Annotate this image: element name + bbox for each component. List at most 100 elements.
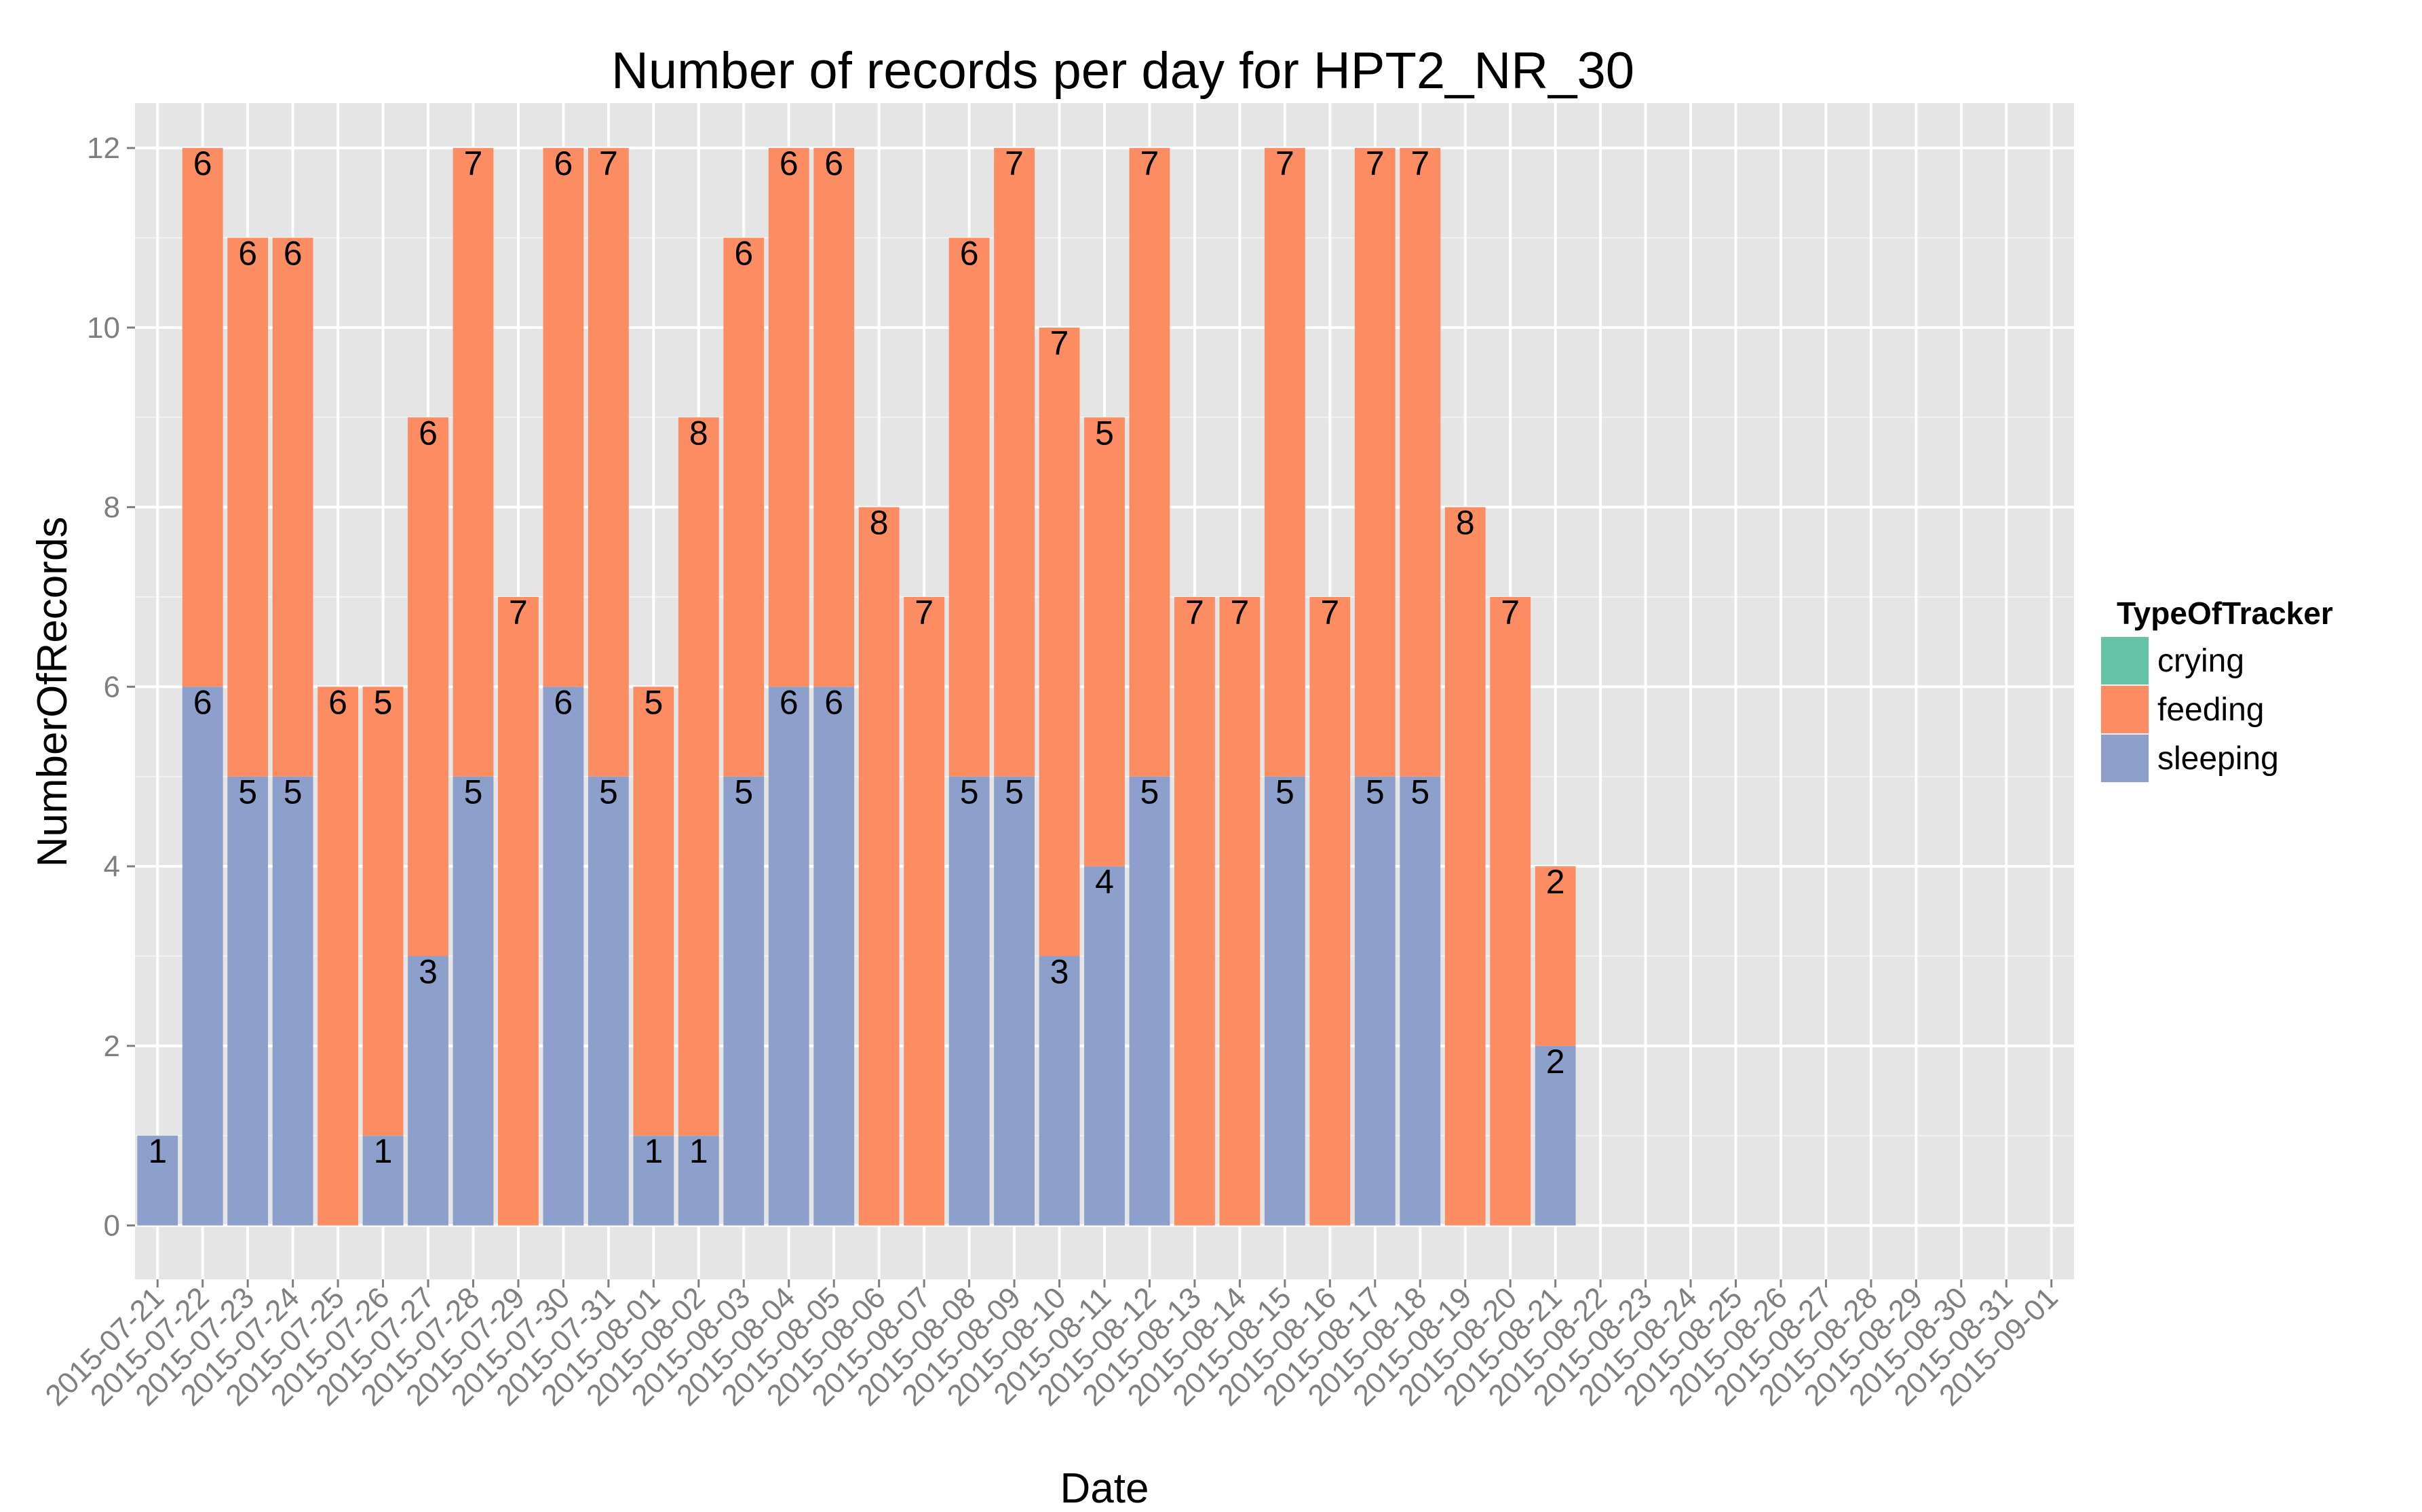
bar-value-label: 6 xyxy=(193,144,212,182)
bar-segment-sleeping xyxy=(994,776,1035,1226)
bar-value-label: 5 xyxy=(1095,414,1114,452)
bar-segment-sleeping xyxy=(408,956,448,1226)
bar-segment-feeding xyxy=(948,237,990,777)
bar-value-label: 3 xyxy=(419,952,438,990)
bar-segment-feeding xyxy=(408,417,448,956)
bar-segment-feeding xyxy=(453,148,494,777)
bar-value-label: 7 xyxy=(1410,144,1429,182)
bar-segment-sleeping xyxy=(1264,776,1305,1226)
bar-value-label: 8 xyxy=(689,414,708,452)
bar-value-label: 7 xyxy=(1230,594,1249,632)
bar-segment-sleeping xyxy=(227,776,269,1226)
bar-segment-feeding xyxy=(318,686,359,1226)
bar-value-label: 8 xyxy=(1456,504,1475,542)
legend-label-feeding: feeding xyxy=(2157,692,2264,728)
bar-value-label: 6 xyxy=(284,235,303,273)
bar-value-label: 6 xyxy=(419,414,438,452)
bar-value-label: 6 xyxy=(554,144,573,182)
bar-segment-feeding xyxy=(723,237,765,777)
bars-layer xyxy=(137,148,1576,1226)
bar-segment-feeding xyxy=(994,148,1035,777)
bar-segment-sleeping xyxy=(362,1136,404,1226)
bar-value-label: 7 xyxy=(1050,324,1069,362)
bar-value-label: 6 xyxy=(960,235,979,273)
bar-segment-sleeping xyxy=(723,776,765,1226)
bar-segment-sleeping xyxy=(182,686,223,1226)
bar-value-label: 6 xyxy=(328,683,347,721)
bar-value-label: 4 xyxy=(1095,863,1114,901)
y-tick-label: 8 xyxy=(104,491,120,524)
legend-swatch-sleeping xyxy=(2101,735,2149,782)
y-tick-label: 6 xyxy=(104,670,120,703)
bar-value-label: 5 xyxy=(1140,773,1159,811)
bar-segment-sleeping xyxy=(768,686,809,1226)
bar-segment-feeding xyxy=(813,148,855,687)
bar-segment-sleeping xyxy=(813,686,855,1226)
bar-value-label: 2 xyxy=(1546,1043,1565,1081)
bar-segment-feeding xyxy=(858,507,900,1226)
bar-value-label: 7 xyxy=(1275,144,1294,182)
bar-value-label: 3 xyxy=(1050,952,1069,990)
y-axis: 0 2 4 6 8 10 12 xyxy=(87,132,135,1243)
legend-swatch-feeding xyxy=(2101,686,2149,733)
bar-segment-feeding xyxy=(272,237,313,777)
bar-value-label: 5 xyxy=(1275,773,1294,811)
bar-value-label: 6 xyxy=(780,144,799,182)
bar-segment-sleeping xyxy=(1354,776,1396,1226)
bar-value-label: 5 xyxy=(960,773,979,811)
bar-segment-feeding xyxy=(588,148,629,777)
bar-value-label: 7 xyxy=(509,594,528,632)
bar-value-label: 7 xyxy=(1320,594,1339,632)
bar-value-label: 7 xyxy=(1185,594,1204,632)
bar-value-label: 1 xyxy=(148,1132,167,1170)
bar-segment-sleeping xyxy=(137,1136,178,1226)
bar-segment-feeding xyxy=(768,148,809,687)
bar-segment-feeding xyxy=(227,237,269,777)
bar-value-label: 6 xyxy=(824,683,843,721)
bar-labels-layer: 1665656615365776657151856666687565737455… xyxy=(148,144,1564,1170)
bar-segment-sleeping xyxy=(543,686,584,1226)
bar-segment-sleeping xyxy=(948,776,990,1226)
bar-value-label: 6 xyxy=(238,235,257,273)
legend-swatch-crying xyxy=(2101,637,2149,684)
bar-value-label: 6 xyxy=(193,683,212,721)
bar-value-label: 7 xyxy=(1501,594,1520,632)
bar-value-label: 5 xyxy=(734,773,753,811)
legend: TypeOfTracker crying feeding sleeping xyxy=(2100,596,2333,783)
bar-value-label: 1 xyxy=(644,1132,663,1170)
bar-value-label: 5 xyxy=(599,773,618,811)
bar-value-label: 5 xyxy=(374,683,393,721)
bar-value-label: 5 xyxy=(464,773,483,811)
bar-segment-sleeping xyxy=(453,776,494,1226)
bar-segment-feeding xyxy=(182,148,223,687)
bar-value-label: 7 xyxy=(1366,144,1385,182)
bar-value-label: 7 xyxy=(1140,144,1159,182)
y-tick-label: 4 xyxy=(104,850,120,883)
bar-segment-feeding xyxy=(1174,597,1215,1226)
bar-segment-feeding xyxy=(1129,148,1170,777)
bar-segment-feeding xyxy=(1354,148,1396,777)
bar-value-label: 5 xyxy=(1410,773,1429,811)
bar-segment-feeding xyxy=(678,417,719,1136)
bar-segment-sleeping xyxy=(1039,956,1080,1226)
bar-segment-feeding xyxy=(904,597,945,1226)
bar-value-label: 6 xyxy=(554,683,573,721)
bar-segment-feeding xyxy=(362,686,404,1136)
bar-value-label: 2 xyxy=(1546,863,1565,901)
legend-label-sleeping: sleeping xyxy=(2157,741,2279,777)
bar-value-label: 5 xyxy=(238,773,257,811)
bar-value-label: 5 xyxy=(644,683,663,721)
chart-title: Number of records per day for HPT2_NR_30 xyxy=(611,42,1634,100)
legend-title: TypeOfTracker xyxy=(2117,596,2333,631)
bar-value-label: 7 xyxy=(599,144,618,182)
bar-segment-feeding xyxy=(1084,417,1125,867)
bar-value-label: 1 xyxy=(374,1132,393,1170)
bar-value-label: 1 xyxy=(689,1132,708,1170)
y-tick-label: 2 xyxy=(104,1030,120,1063)
bar-segment-feeding xyxy=(543,148,584,687)
bar-segment-sleeping xyxy=(588,776,629,1226)
bar-segment-sleeping xyxy=(1084,866,1125,1226)
x-axis: 2015-07-212015-07-222015-07-232015-07-24… xyxy=(39,1279,2064,1412)
bar-segment-feeding xyxy=(498,597,539,1226)
